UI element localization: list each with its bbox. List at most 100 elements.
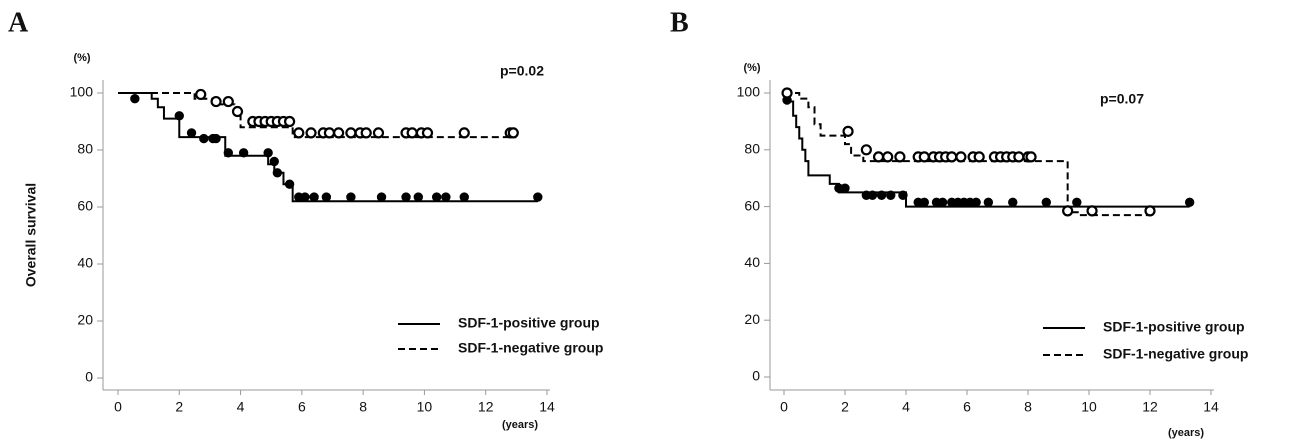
censor-mark <box>983 197 994 208</box>
censor-mark <box>842 125 854 137</box>
x-tick-label: 14 <box>539 399 555 415</box>
censor-mark <box>955 151 967 163</box>
censor-mark <box>413 192 423 202</box>
censor-mark <box>1072 197 1082 208</box>
censor-mark <box>1144 205 1156 217</box>
censor-mark <box>406 127 418 139</box>
y-tick-label: 20 <box>744 311 760 327</box>
y-tick-label: 60 <box>744 197 760 213</box>
censor-mark <box>210 95 222 108</box>
y-tick-label: 20 <box>77 312 93 328</box>
censor-mark <box>533 192 543 202</box>
censor-mark <box>458 127 470 139</box>
y-tick-label: 0 <box>752 368 760 384</box>
censor-mark <box>872 151 885 163</box>
censor-mark <box>293 127 305 139</box>
x-tick-label: 12 <box>478 399 494 415</box>
x-tick-label: 10 <box>417 399 433 415</box>
censor-mark <box>223 148 234 158</box>
censor-mark <box>882 151 894 163</box>
censor-mark <box>231 105 244 118</box>
censor-mark <box>309 192 319 202</box>
censor-mark <box>199 133 209 144</box>
censor-mark <box>211 133 221 144</box>
censor-mark <box>973 151 985 163</box>
x-tick-label: 4 <box>902 399 910 415</box>
x-tick-label: 0 <box>114 399 122 415</box>
legend-label: SDF-1-positive group <box>458 315 600 331</box>
censor-mark <box>946 151 958 163</box>
x-tick-label: 10 <box>1081 399 1097 415</box>
y-tick-label: 80 <box>744 141 760 157</box>
legend-label: SDF-1-negative group <box>1103 346 1248 362</box>
legend-label: SDF-1-negative group <box>458 340 603 356</box>
censor-mark <box>284 115 296 128</box>
censor-mark <box>441 192 451 202</box>
x-tick-label: 8 <box>359 399 367 415</box>
censor-mark <box>898 190 908 200</box>
censor-mark <box>421 127 434 139</box>
annotation: p=0.02 <box>500 63 544 79</box>
censor-mark <box>1025 151 1037 163</box>
censor-mark <box>860 144 872 156</box>
censor-mark <box>238 148 249 158</box>
censor-mark <box>1008 197 1018 208</box>
x-tick-label: 6 <box>298 399 306 415</box>
censor-mark <box>1062 205 1074 217</box>
censor-mark <box>195 88 207 101</box>
censor-mark <box>1086 205 1098 217</box>
censor-mark <box>918 151 930 163</box>
censor-mark <box>333 127 345 139</box>
censor-mark <box>372 127 385 139</box>
y-unit: (%) <box>743 62 760 74</box>
censor-mark <box>401 192 411 202</box>
x-tick-label: 0 <box>780 399 788 415</box>
censor-mark <box>840 183 850 193</box>
x-tick-label: 6 <box>963 399 971 415</box>
y-tick-label: 100 <box>737 84 761 100</box>
legend-label: SDF-1-positive group <box>1103 319 1245 335</box>
censor-mark <box>300 192 310 202</box>
censor-mark <box>174 111 184 121</box>
censor-mark <box>781 87 793 99</box>
x-tick-label: 12 <box>1142 399 1158 415</box>
censor-mark <box>376 192 387 202</box>
censor-mark <box>459 192 469 202</box>
censor-mark <box>269 156 279 167</box>
censor-mark <box>263 148 273 158</box>
panel-label: A <box>8 7 29 38</box>
x-unit: (years) <box>1168 427 1204 439</box>
censor-mark <box>321 192 332 202</box>
censor-mark <box>867 190 878 200</box>
censor-mark <box>1184 197 1195 208</box>
censor-mark <box>272 168 283 178</box>
x-unit: (years) <box>502 419 538 431</box>
censor-mark <box>431 192 442 202</box>
x-tick-label: 2 <box>175 399 183 415</box>
y-axis-label: Overall survival <box>23 183 39 287</box>
censor-mark <box>323 127 336 139</box>
x-tick-label: 8 <box>1024 399 1032 415</box>
censor-mark <box>1041 197 1052 208</box>
censor-mark <box>284 179 295 189</box>
y-tick-label: 100 <box>70 84 94 100</box>
censor-mark <box>886 190 896 200</box>
x-tick-label: 4 <box>237 399 245 415</box>
y-tick-label: 40 <box>77 255 93 271</box>
x-tick-label: 14 <box>1203 399 1219 415</box>
y-tick-label: 80 <box>77 141 93 157</box>
y-tick-label: 60 <box>77 198 93 214</box>
censor-mark <box>305 127 317 139</box>
censor-mark <box>894 151 906 163</box>
censor-mark <box>345 127 357 139</box>
censor-mark <box>937 197 948 208</box>
survival-curve <box>784 92 1150 217</box>
censor-mark <box>130 94 140 104</box>
censor-mark <box>507 127 519 139</box>
censor-mark <box>360 127 372 139</box>
censor-mark <box>222 95 234 108</box>
censor-mark <box>186 128 197 138</box>
censor-mark <box>971 197 981 208</box>
x-tick-label: 2 <box>841 399 849 415</box>
